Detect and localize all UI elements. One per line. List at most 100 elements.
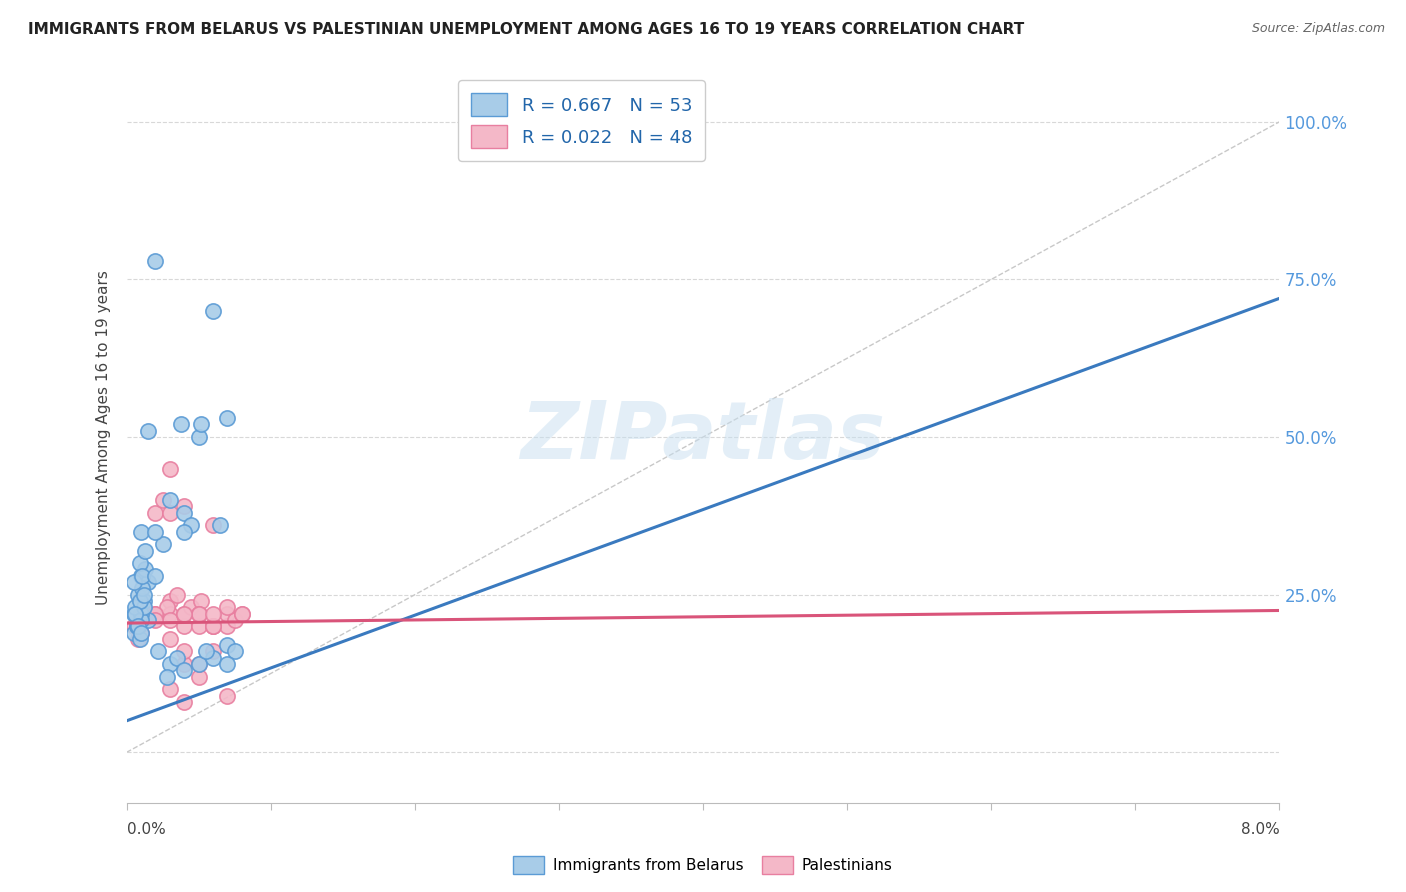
Point xyxy=(173,644,195,658)
Point xyxy=(217,657,239,671)
Point xyxy=(217,411,239,425)
Point xyxy=(127,588,149,602)
Point xyxy=(202,304,225,318)
Point xyxy=(202,607,225,621)
Text: Source: ZipAtlas.com: Source: ZipAtlas.com xyxy=(1251,22,1385,36)
Point xyxy=(180,600,202,615)
Point xyxy=(129,625,152,640)
Point xyxy=(173,619,195,633)
Point xyxy=(173,524,195,539)
Point xyxy=(180,518,202,533)
Point xyxy=(122,625,145,640)
Point xyxy=(202,518,225,533)
Point xyxy=(202,644,225,658)
Point xyxy=(159,613,181,627)
Point xyxy=(173,506,195,520)
Point xyxy=(231,607,253,621)
Point xyxy=(187,657,209,671)
Point xyxy=(173,607,195,621)
Point xyxy=(124,600,146,615)
Point xyxy=(125,619,148,633)
Text: 0.0%: 0.0% xyxy=(127,822,166,837)
Point xyxy=(159,493,181,508)
Point xyxy=(194,644,217,658)
Point xyxy=(128,556,150,570)
Point xyxy=(128,594,150,608)
Point xyxy=(217,600,239,615)
Point xyxy=(159,657,181,671)
Point xyxy=(145,607,166,621)
Point xyxy=(187,607,209,621)
Point xyxy=(231,607,253,621)
Point xyxy=(187,657,209,671)
Point xyxy=(132,594,155,608)
Point xyxy=(132,588,155,602)
Point xyxy=(187,619,209,633)
Point xyxy=(127,619,149,633)
Point xyxy=(131,569,153,583)
Point xyxy=(122,607,145,621)
Point xyxy=(159,632,181,646)
Point xyxy=(152,537,174,551)
Text: 8.0%: 8.0% xyxy=(1240,822,1279,837)
Point xyxy=(129,607,152,621)
Point xyxy=(217,619,239,633)
Legend: Immigrants from Belarus, Palestinians: Immigrants from Belarus, Palestinians xyxy=(508,850,898,880)
Point xyxy=(187,430,209,444)
Point xyxy=(156,670,179,684)
Point xyxy=(136,575,159,590)
Point xyxy=(129,569,152,583)
Point xyxy=(190,417,212,432)
Point xyxy=(202,619,225,633)
Point xyxy=(134,562,156,576)
Point xyxy=(173,695,195,709)
Point xyxy=(159,506,181,520)
Text: ZIPatlas: ZIPatlas xyxy=(520,398,886,476)
Point xyxy=(122,619,145,633)
Point xyxy=(156,600,179,615)
Point xyxy=(209,518,232,533)
Point xyxy=(145,613,166,627)
Point xyxy=(152,493,174,508)
Point xyxy=(132,607,155,621)
Point xyxy=(173,607,195,621)
Point xyxy=(173,664,195,678)
Point xyxy=(217,638,239,652)
Point xyxy=(134,543,156,558)
Point xyxy=(145,253,166,268)
Point xyxy=(224,644,246,658)
Point xyxy=(217,689,239,703)
Point xyxy=(145,506,166,520)
Point xyxy=(202,650,225,665)
Point xyxy=(132,600,155,615)
Point xyxy=(136,613,159,627)
Point xyxy=(136,424,159,438)
Point xyxy=(187,607,209,621)
Point xyxy=(187,670,209,684)
Point xyxy=(159,607,181,621)
Point xyxy=(224,613,246,627)
Point xyxy=(124,607,146,621)
Point xyxy=(145,524,166,539)
Y-axis label: Unemployment Among Ages 16 to 19 years: Unemployment Among Ages 16 to 19 years xyxy=(96,269,111,605)
Point xyxy=(170,417,193,432)
Point xyxy=(129,625,152,640)
Point xyxy=(129,613,152,627)
Point xyxy=(127,619,149,633)
Point xyxy=(202,619,225,633)
Point xyxy=(129,524,152,539)
Point xyxy=(128,632,150,646)
Point xyxy=(131,582,153,596)
Point xyxy=(125,619,148,633)
Point xyxy=(166,588,188,602)
Point xyxy=(122,575,145,590)
Point xyxy=(202,619,225,633)
Point xyxy=(190,594,212,608)
Point xyxy=(173,500,195,514)
Point xyxy=(145,569,166,583)
Point xyxy=(129,613,152,627)
Point xyxy=(187,607,209,621)
Point xyxy=(148,644,170,658)
Point xyxy=(173,657,195,671)
Point xyxy=(159,594,181,608)
